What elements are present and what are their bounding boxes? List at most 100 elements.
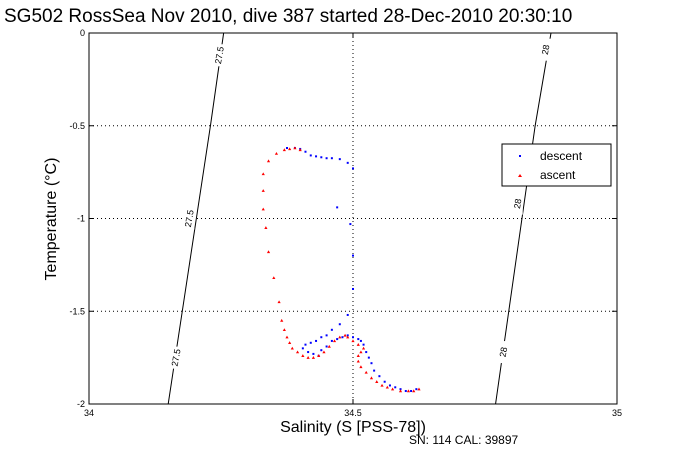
ascent-point [375,380,379,383]
descent-point [362,343,365,346]
descent-point [325,334,328,337]
isopycnal-label: 28 [512,198,524,210]
descent-point [338,158,341,161]
descent-point [320,336,323,339]
isopycnal-label: 28 [498,346,510,358]
isopycnal-label-bg [512,192,523,215]
ascent-point [293,146,297,150]
ascent-point [264,226,268,229]
descent-point [370,362,373,365]
ascent-point [261,172,265,176]
ascent-point [385,385,389,389]
descent-point [315,155,318,158]
isopycnal-label-bg [184,207,195,230]
y-axis-label: Temperature (°C) [43,158,60,281]
footer-serial-cal: SN: 114 CAL: 39897 [409,433,519,447]
ascent-point [285,335,289,339]
ascent-point [412,389,416,393]
descent-point [307,351,310,354]
descent-point [336,338,339,341]
y-tick-label: -1 [77,214,85,224]
legend-descent-marker [519,155,521,157]
descent-point [349,223,352,226]
ascent-point [356,343,360,346]
ascent-point [261,207,265,211]
descent-point [341,336,344,339]
descent-point [388,384,391,387]
chart-title: SG502 RossSea Nov 2010, dive 387 started… [4,6,572,27]
ascent-point [261,189,265,192]
isopycnal-label: 27.5 [183,209,196,228]
ascent-point [327,344,331,348]
descent-point [325,345,328,348]
y-tick-label: -2 [77,399,85,409]
ascent-point [288,341,292,344]
ascent-point [277,300,281,304]
x-tick-label: 35 [612,408,622,418]
descent-point [383,380,386,383]
descent-point [315,339,318,342]
ascent-point [280,318,284,322]
descent-point [320,156,323,159]
ascent-point [356,354,360,357]
x-axis-ticks: 34 34.5 35 [84,33,622,418]
descent-point [399,388,402,391]
descent-point [346,161,349,164]
ascent-point [364,370,368,374]
ascent-point [282,328,286,331]
ascent-point [288,147,292,151]
ascent-point [356,359,360,363]
plot-area: 27.5 27.5 27.5 28 28 28 34 34.5 35 -2 -1.5 -1 -0.5… [69,28,622,418]
ascent-point [359,350,363,354]
descent-point [304,150,307,153]
ascent-point [369,376,374,380]
descent-point [352,336,354,339]
descent-point [336,206,339,209]
x-tick-label: 34 [84,408,94,418]
ascent-point [351,339,355,343]
ascent-point [417,387,421,391]
descent-point [410,390,413,393]
descent-point [312,352,315,355]
isopycnal-contours: 27.5 27.5 27.5 28 28 28 [167,32,552,405]
descent-point [378,375,381,378]
chart-legend: descent ascent [501,143,612,187]
descent-point [338,323,341,326]
legend-descent-label: descent [540,149,583,163]
ascent-point [380,383,384,387]
descent-point [373,369,376,372]
descent-point [352,254,354,257]
descent-point [346,313,349,316]
ascent-point [406,389,411,393]
descent-point [367,356,370,359]
isopycnal-label-bg [214,44,225,67]
y-tick-label: 0 [80,28,85,38]
ascent-series [261,146,421,393]
x-axis-label: Salinity (S [PSS-78]) [280,419,426,436]
ascent-point [338,335,342,339]
ascent-point [317,354,321,357]
descent-point [304,343,307,346]
descent-point [309,154,312,157]
legend-ascent-label: ascent [540,168,576,182]
descent-point [320,349,323,352]
ascent-point [295,350,300,354]
descent-point [309,341,312,344]
descent-point [330,328,333,331]
ascent-point [266,159,271,163]
y-tick-label: -1.5 [69,306,85,316]
ascent-point [282,148,286,152]
descent-point [286,147,288,150]
descent-point [330,157,333,160]
descent-point [301,347,304,350]
descent-point [415,388,418,391]
descent-point [357,338,360,341]
isopycnal-label-bg [498,341,509,364]
isopycnal-label: 27.5 [213,46,226,65]
isopycnal-label-bg [171,346,182,369]
isopycnal-line [495,32,552,405]
legend-ascent-marker [518,174,522,177]
x-tick-label: 34.5 [344,408,362,418]
ascent-point [311,356,315,359]
